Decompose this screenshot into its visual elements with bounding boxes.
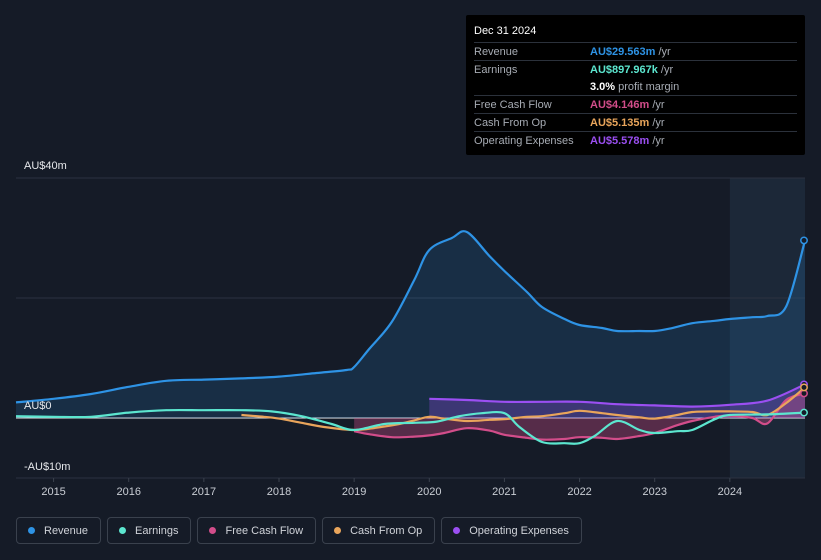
tooltip-date: Dec 31 2024	[474, 25, 537, 37]
tooltip-row-value: AU$897.967k	[590, 63, 658, 76]
tooltip-row-label: Earnings	[474, 63, 518, 76]
legend-item-cash-from-op[interactable]: Cash From Op	[322, 517, 436, 544]
tooltip-row-value: 3.0%	[590, 80, 616, 93]
line-earnings	[15, 408, 806, 445]
tooltip-row-label: Free Cash Flow	[474, 98, 552, 111]
x-tick-label: 2018	[267, 486, 291, 498]
area-revenue	[16, 231, 805, 418]
x-tick-label: 2017	[192, 486, 216, 498]
forecast-shade	[729, 178, 805, 478]
x-tick-label: 2016	[116, 486, 140, 498]
legend-dot-icon	[334, 527, 342, 534]
line-operating-expenses	[429, 383, 806, 408]
tooltip-row-unit: profit margin	[618, 80, 680, 93]
marker-cash-from-op	[800, 383, 808, 392]
tooltip-row: Earnings AU$897.967k/yr	[474, 60, 797, 78]
legend-label: Revenue	[44, 524, 89, 537]
legend-label: Earnings	[135, 524, 179, 537]
legend-dot-icon	[28, 527, 35, 534]
tooltip-row: Free Cash Flow AU$4.146m/yr	[474, 95, 797, 113]
legend-item-free-cash-flow[interactable]: Free Cash Flow	[197, 517, 317, 544]
legend-item-earnings[interactable]: Earnings	[107, 517, 192, 544]
y-axis: AU$40m AU$0 -AU$10m	[24, 160, 70, 473]
tooltip-row-unit: /yr	[658, 45, 671, 58]
tooltip-row-unit: /yr	[652, 98, 665, 111]
x-tick-label: 2019	[342, 486, 366, 498]
y-axis-label: -AU$10m	[24, 461, 70, 473]
y-axis-label: AU$0	[24, 400, 52, 412]
legend-dot-icon	[119, 527, 127, 534]
tooltip-row-unit: /yr	[652, 134, 665, 147]
x-axis: 2015 2016 2017 2018 2019 2020 2021 2022 2023 2024	[41, 478, 742, 498]
tooltip-panel: Dec 31 2024 Revenue AU$29.563m/yr Earnings…	[466, 15, 805, 155]
tooltip-row-value: AU$5.578m	[590, 134, 650, 147]
legend-label: Free Cash Flow	[225, 524, 304, 537]
x-tick-label: 2022	[567, 486, 591, 498]
legend-item-revenue[interactable]: Revenue	[16, 517, 102, 544]
tooltip-row: Operating Expenses AU$5.578m/yr	[474, 131, 797, 149]
marker-revenue	[800, 236, 808, 245]
line-revenue	[15, 230, 807, 404]
tooltip-row: Revenue AU$29.563m/yr	[474, 42, 797, 60]
legend-label: Operating Expenses	[469, 524, 569, 537]
y-axis-label: AU$40m	[24, 160, 67, 172]
legend-item-operating-expenses[interactable]: Operating Expenses	[441, 517, 582, 544]
x-tick-label: 2020	[417, 486, 441, 498]
x-tick-label: 2024	[718, 486, 742, 498]
legend: Revenue Earnings Free Cash Flow Cash From O…	[16, 517, 582, 544]
x-tick-label: 2023	[642, 486, 666, 498]
tooltip-row: Cash From Op AU$5.135m/yr	[474, 113, 797, 131]
tooltip-row-label: Cash From Op	[474, 116, 547, 129]
tooltip-row-unit: /yr	[660, 63, 674, 76]
series-areas	[16, 231, 805, 440]
legend-label: Cash From Op	[350, 524, 423, 537]
x-tick-label: 2021	[492, 486, 516, 498]
grid-lines	[16, 177, 805, 479]
legend-dot-icon	[209, 527, 217, 534]
marker-earnings	[800, 408, 808, 417]
series-lines	[15, 230, 807, 445]
tooltip-row-label: Revenue	[474, 45, 519, 58]
x-tick-label: 2015	[41, 486, 65, 498]
area-operating-expenses	[429, 384, 805, 418]
tooltip-row: 3.0% profit margin	[474, 78, 797, 95]
tooltip-row-label: Operating Expenses	[474, 134, 574, 147]
tooltip-row-value: AU$29.563m	[590, 45, 656, 58]
legend-dot-icon	[453, 527, 461, 534]
tooltip-row-value: AU$4.146m	[590, 98, 650, 111]
series-end-markers	[800, 236, 808, 417]
tooltip-row-unit: /yr	[652, 116, 665, 129]
tooltip-row-value: AU$5.135m	[590, 116, 650, 129]
